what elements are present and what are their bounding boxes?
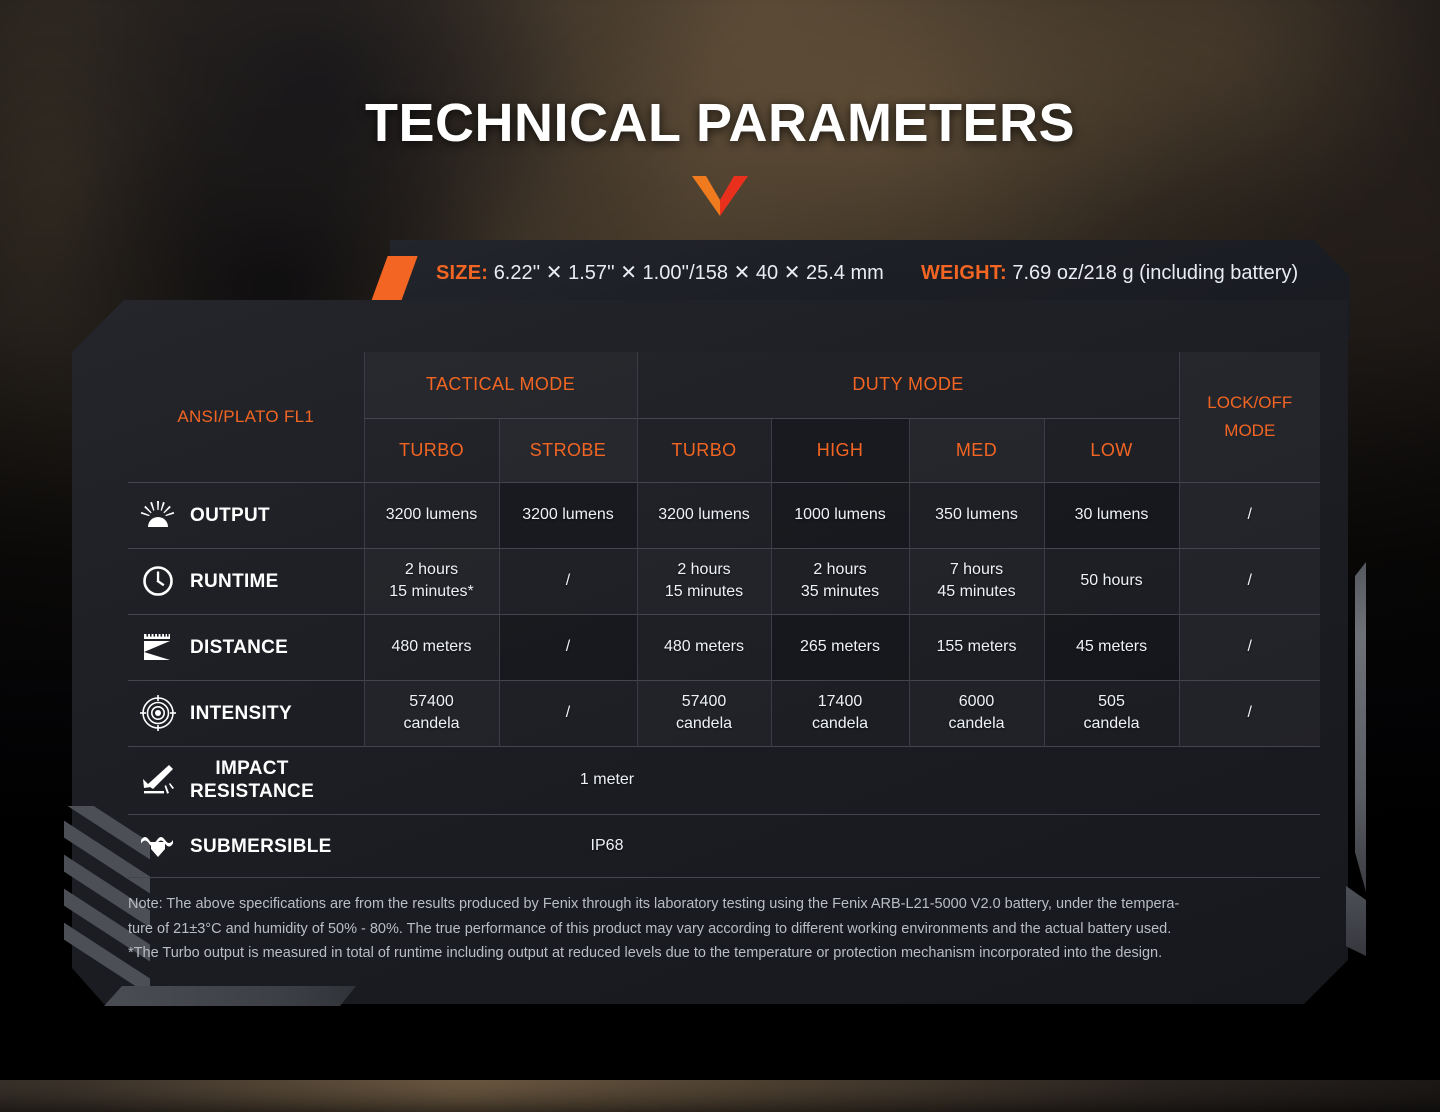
cell-runtime-lock: / xyxy=(1178,547,1321,614)
cell-intensity-lock: / xyxy=(1178,679,1321,746)
mode-header-0: TURBO xyxy=(363,417,499,482)
panel-right-rail-accent-lower xyxy=(1346,886,1366,956)
cell-output-2: 3200 lumens xyxy=(636,481,771,548)
panel-right-rail-accent xyxy=(1355,562,1366,892)
table-mode-header-row: TURBO STROBE TURBO HIGH MED LOW xyxy=(128,417,1320,482)
cell-distance-5: 45 meters xyxy=(1043,613,1180,680)
row-label-text: INTENSITY xyxy=(190,702,292,724)
cell-intensity-4: 6000 candela xyxy=(908,679,1044,746)
cell-distance-lock: / xyxy=(1178,613,1321,680)
impact-value-text: 1 meter xyxy=(579,771,635,788)
sunburst-icon xyxy=(138,497,178,533)
footer-note-line-3: *The Turbo output is measured in total o… xyxy=(128,945,1163,961)
table-row: DISTANCE 480 meters / 480 meters 265 met… xyxy=(128,613,1321,680)
cell-distance-2: 480 meters xyxy=(636,613,771,680)
chevron-down-icon xyxy=(0,176,1440,221)
cell-runtime-5: 50 hours xyxy=(1043,547,1180,614)
row-label-runtime: RUNTIME xyxy=(128,547,364,614)
banner-primary-line: SIZE: 6.22'' ✕ 1.57'' ✕ 1.00''/158 ✕ 40 … xyxy=(436,260,1336,285)
row-label-impact-resistance: IMPACT RESISTANCE xyxy=(128,745,364,814)
ruler-beam-icon xyxy=(138,629,178,665)
row-label-text: IMPACT RESISTANCE xyxy=(190,758,315,802)
cell-runtime-0: 2 hours 15 minutes* xyxy=(363,547,499,614)
cell-intensity-5: 505 candela xyxy=(1043,679,1180,746)
mode-header-4: MED xyxy=(908,417,1044,482)
row-label-distance: DISTANCE xyxy=(128,613,364,680)
cell-runtime-3: 2 hours 35 minutes xyxy=(770,547,909,614)
footer-note-line-1: Note: The above specifications are from … xyxy=(128,896,1180,912)
size-label: SIZE: xyxy=(436,262,489,284)
cell-output-0: 3200 lumens xyxy=(363,481,499,548)
cell-output-1: 3200 lumens xyxy=(498,481,637,548)
group-header-tactical: TACTICAL MODE xyxy=(363,352,637,418)
impact-icon xyxy=(138,762,178,798)
row-label-output: OUTPUT xyxy=(128,481,364,548)
cell-runtime-4: 7 hours 45 minutes xyxy=(908,547,1044,614)
lock-off-line2: MODE xyxy=(1224,420,1276,440)
lock-off-line1: LOCK/OFF xyxy=(1207,392,1293,412)
row-label-text: DISTANCE xyxy=(190,636,289,658)
row-label-text: RUNTIME xyxy=(190,570,279,592)
weight-label: WEIGHT: xyxy=(920,262,1007,284)
cell-output-4: 350 lumens xyxy=(908,481,1044,548)
submersible-icon xyxy=(138,828,178,864)
mode-header-3: HIGH xyxy=(770,417,909,482)
row-label-text: SUBMERSIBLE xyxy=(190,835,332,857)
cell-intensity-1: / xyxy=(498,679,637,746)
page-title: TECHNICAL PARAMETERS xyxy=(364,93,1076,153)
size-value: 6.22'' ✕ 1.57'' ✕ 1.00''/158 ✕ 40 ✕ 25.4… xyxy=(493,262,884,284)
group-header-duty: DUTY MODE xyxy=(636,352,1180,418)
footer-note: Note: The above specifications are from … xyxy=(128,892,1340,966)
cell-distance-4: 155 meters xyxy=(908,613,1044,680)
cell-impact-resistance-value: 1 meter xyxy=(364,745,1321,814)
spec-table: ANSI/PLATO FL1 TACTICAL MODE DUTY MODE L… xyxy=(128,352,1321,878)
submersible-value-text: IP68 xyxy=(590,837,624,855)
cell-output-3: 1000 lumens xyxy=(770,481,909,548)
row-label-text: OUTPUT xyxy=(190,504,270,526)
panel-footer-bar xyxy=(104,986,356,1006)
table-row: INTENSITY 57400 candela / 57400 candela 17… xyxy=(128,679,1321,746)
cell-intensity-3: 17400 candela xyxy=(770,679,909,746)
cell-intensity-0: 57400 candela xyxy=(363,679,499,746)
weight-value: 7.69 oz/218 g (including battery) xyxy=(1012,262,1299,284)
mode-header-1: STROBE xyxy=(498,417,637,482)
cell-runtime-1: / xyxy=(498,547,637,614)
corner-label-cell: ANSI/PLATO FL1 xyxy=(177,406,315,426)
table-group-header-row: ANSI/PLATO FL1 TACTICAL MODE DUTY MODE L… xyxy=(128,352,1321,482)
table-bottom-divider xyxy=(128,877,1320,878)
mode-header-5: LOW xyxy=(1043,417,1180,482)
cell-intensity-2: 57400 candela xyxy=(636,679,771,746)
cell-submersible-value: IP68 xyxy=(364,813,1321,878)
table-row: IMPACT RESISTANCE 1 meter xyxy=(128,745,1321,814)
table-row: SUBMERSIBLE IP68 xyxy=(128,813,1321,878)
cell-runtime-2: 2 hours 15 minutes xyxy=(636,547,771,614)
mode-header-2: TURBO xyxy=(636,417,771,482)
footer-note-line-2: ture of 21±3°C and humidity of 50% - 80%… xyxy=(128,920,1172,937)
row-label-intensity: INTENSITY xyxy=(128,679,364,746)
table-row: RUNTIME 2 hours 15 minutes* / 2 hours 15 m… xyxy=(128,547,1321,614)
page-title-container: TECHNICAL PARAMETERS xyxy=(0,92,1440,154)
row-label-submersible: SUBMERSIBLE xyxy=(128,813,364,878)
table-row: OUTPUT 3200 lumens 3200 lumens 3200 lume… xyxy=(128,481,1321,548)
cell-output-5: 30 lumens xyxy=(1043,481,1180,548)
cell-distance-0: 480 meters xyxy=(363,613,499,680)
cell-distance-3: 265 meters xyxy=(770,613,909,680)
lock-off-mode-header: LOCK/OFF MODE xyxy=(1178,352,1321,482)
cell-output-lock: / xyxy=(1178,481,1321,548)
target-icon xyxy=(138,695,178,731)
cell-distance-1: / xyxy=(498,613,637,680)
clock-icon xyxy=(138,563,178,599)
